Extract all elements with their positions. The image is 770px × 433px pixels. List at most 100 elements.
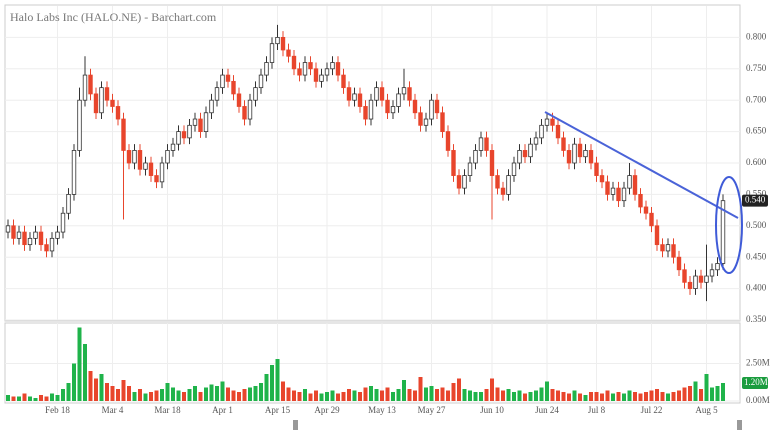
candle-body <box>60 212 66 233</box>
candle-body <box>412 99 418 114</box>
volume-bar <box>314 390 318 401</box>
y-tick-label: 0.700 <box>746 94 767 104</box>
candle-body <box>462 175 467 189</box>
volume-bar <box>721 383 725 401</box>
candle-body <box>11 225 16 239</box>
volume-bar <box>165 383 170 401</box>
candle-body <box>660 244 665 252</box>
y-tick-label: 0.450 <box>746 251 767 261</box>
volume-tick-label: 2.50M <box>746 358 770 368</box>
candle-body <box>506 175 511 195</box>
candle-body <box>429 99 434 120</box>
volume-bar <box>226 387 230 401</box>
volume-bar <box>578 393 582 401</box>
candle-body <box>115 106 121 120</box>
volume-bar <box>149 392 153 401</box>
candle-body <box>93 93 99 114</box>
candle-body <box>511 162 517 176</box>
volume-bar <box>171 387 175 401</box>
volume-bar <box>242 389 247 401</box>
candle-body <box>22 231 27 246</box>
candle-body <box>500 187 506 195</box>
candle-body <box>704 275 709 283</box>
volume-bar <box>297 392 302 401</box>
candle-body <box>649 212 654 227</box>
last-volume-label: 1.20M <box>744 377 768 387</box>
volume-bar <box>446 390 450 401</box>
volume-bar <box>94 378 98 401</box>
trend-line <box>544 111 739 219</box>
volume-bar <box>176 390 181 401</box>
volume-bar <box>303 389 307 401</box>
candle-body <box>187 124 192 139</box>
candle-body <box>137 150 143 170</box>
candle-body <box>495 175 500 189</box>
candle-body <box>269 43 275 63</box>
candle-body <box>110 99 115 107</box>
candle-body <box>181 131 187 139</box>
candle-body <box>539 124 544 139</box>
volume-bar <box>677 390 681 401</box>
candle-body <box>313 68 319 82</box>
volume-bar <box>61 389 65 401</box>
volume-bar <box>182 392 186 401</box>
candle-body <box>99 87 104 114</box>
volume-bar <box>710 387 714 401</box>
candle-body <box>671 244 676 258</box>
candle-body <box>253 87 258 101</box>
volume-bar <box>143 393 148 401</box>
candle-body <box>401 87 407 95</box>
scroll-handle[interactable] <box>737 420 742 430</box>
candle-body <box>698 275 704 283</box>
candle-body <box>418 112 423 126</box>
volume-bar <box>616 392 621 401</box>
volume-bar <box>638 393 643 401</box>
volume-bar <box>319 393 324 401</box>
volume-bar <box>198 392 203 401</box>
candle-body <box>379 87 385 101</box>
volume-bar <box>286 387 291 401</box>
volume-bar <box>501 390 505 401</box>
volume-bar <box>369 386 373 401</box>
x-tick-label: Jun 24 <box>535 405 559 415</box>
candle-body <box>588 150 594 164</box>
candle-body <box>599 175 605 183</box>
y-tick-label: 0.600 <box>746 157 767 167</box>
candle-body <box>27 237 33 246</box>
volume-bar <box>220 381 225 401</box>
candle-body <box>5 225 11 233</box>
volume-bar <box>600 393 604 401</box>
candle-body <box>143 162 148 170</box>
volume-bar <box>671 392 676 401</box>
volume-bar <box>385 387 390 401</box>
candle-body <box>236 93 242 107</box>
candle-body <box>44 244 49 252</box>
candle-body <box>335 62 341 76</box>
volume-bar <box>451 383 456 401</box>
volume-bar <box>336 393 340 401</box>
candle-body <box>346 87 352 101</box>
volume-bar <box>633 392 637 401</box>
candle-body <box>214 87 220 101</box>
volume-bar <box>572 390 577 401</box>
volume-bar <box>28 396 32 401</box>
x-tick-label: Jul 22 <box>641 405 663 415</box>
volume-bar <box>204 387 208 401</box>
volume-bar <box>528 392 533 401</box>
candle-body <box>66 193 71 214</box>
volume-bar <box>622 393 626 401</box>
candle-body <box>330 62 335 70</box>
candle-body <box>55 231 60 239</box>
volume-bar <box>704 374 709 401</box>
volume-bar <box>589 392 593 401</box>
marks <box>5 24 726 401</box>
volume-bar <box>490 378 494 401</box>
candle-body <box>528 143 533 158</box>
volume-bar <box>699 389 703 401</box>
scroll-handle[interactable] <box>293 420 298 430</box>
volume-bar <box>523 393 527 401</box>
candle-body <box>627 175 632 189</box>
candle-body <box>407 87 412 101</box>
candle-body <box>286 49 291 57</box>
